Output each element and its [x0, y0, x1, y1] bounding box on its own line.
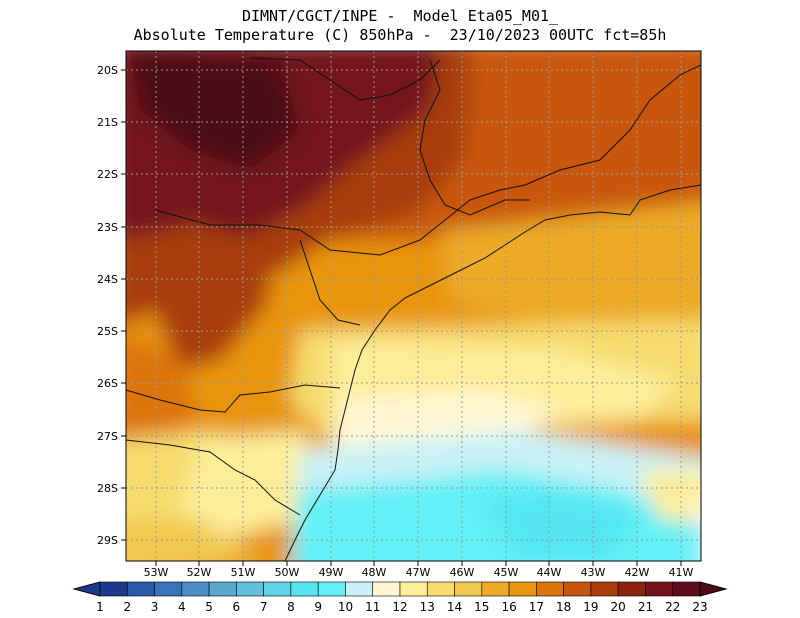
colorbar-segment — [645, 581, 674, 597]
colorbar-label: 17 — [529, 600, 544, 614]
coastline-borders — [126, 57, 701, 561]
colorbar-segment — [236, 581, 264, 597]
lon-label: 42W — [625, 566, 650, 579]
lat-label: 26S — [97, 377, 118, 390]
graticule — [126, 51, 701, 561]
temperature-field — [126, 51, 701, 561]
lat-label: 24S — [97, 273, 118, 286]
lon-label: 53W — [144, 566, 169, 579]
colorbar-label: 3 — [151, 600, 159, 614]
lon-label: 49W — [319, 566, 344, 579]
lat-label: 25S — [97, 325, 118, 338]
colorbar-label: 16 — [501, 600, 516, 614]
colorbar-label: 15 — [474, 600, 489, 614]
colorbar-arrow-high — [699, 581, 728, 597]
colorbar-label: 9 — [314, 600, 322, 614]
colorbar-segment — [590, 581, 619, 597]
map-title-line1: DIMNT/CGCT/INPE - Model Eta05_M01_ — [241, 7, 559, 25]
colorbar-label: 18 — [556, 600, 571, 614]
lat-label: 22S — [97, 168, 118, 181]
lat-label: 29S — [97, 534, 118, 547]
colorbar-label: 6 — [233, 600, 241, 614]
colorbar-label: 19 — [583, 600, 598, 614]
colorbar-label: 8 — [287, 600, 295, 614]
lat-label: 28S — [97, 482, 118, 495]
colorbar-segment — [372, 581, 401, 597]
colorbar-label: 7 — [260, 600, 268, 614]
colorbar-segment — [563, 581, 592, 597]
lon-label: 51W — [231, 566, 256, 579]
colorbar-segment — [317, 581, 346, 597]
lat-label: 21S — [97, 116, 118, 129]
colorbar-segment — [454, 581, 483, 597]
colorbar-label: 2 — [123, 600, 131, 614]
colorbar-segment — [426, 581, 455, 597]
colorbar-segment — [536, 581, 564, 597]
lon-label: 48W — [362, 566, 387, 579]
lon-label: 47W — [406, 566, 431, 579]
colorbar-segment — [263, 581, 292, 597]
map-title-line2: Absolute Temperature (C) 850hPa - 23/10/… — [133, 26, 667, 44]
colorbar-label: 12 — [392, 600, 407, 614]
lat-label: 27S — [97, 430, 118, 443]
colorbar-segment — [126, 581, 155, 597]
colorbar-segment — [617, 581, 646, 597]
colorbar-segment — [290, 581, 319, 597]
colorbar-segment — [672, 581, 701, 597]
colorbar-label: 10 — [338, 600, 353, 614]
lon-label: 43W — [581, 566, 606, 579]
colorbar-label: 22 — [665, 600, 680, 614]
lon-label: 45W — [494, 566, 519, 579]
colorbar-segment — [481, 581, 510, 597]
lat-label: 20S — [97, 64, 118, 77]
colorbar-segment — [345, 581, 374, 597]
colorbar-label: 11 — [365, 600, 380, 614]
lon-label: 52W — [187, 566, 212, 579]
lon-label: 50W — [275, 566, 300, 579]
colorbar-label: 23 — [692, 600, 707, 614]
colorbar-label: 5 — [205, 600, 213, 614]
colorbar-segment — [399, 581, 428, 597]
colorbar-segment — [181, 581, 210, 597]
colorbar-label: 4 — [178, 600, 186, 614]
lon-label: 41W — [669, 566, 694, 579]
colorbar-arrow-low — [72, 581, 101, 597]
colorbar: 1 2 3 4 5 6 7 8 9 10 11 12 13 14 15 16 17 18 19 20 21 22 23 — [72, 581, 728, 614]
lat-label: 23S — [97, 221, 118, 234]
colorbar-label: 14 — [447, 600, 462, 614]
colorbar-label: 21 — [638, 600, 653, 614]
colorbar-segment — [99, 581, 128, 597]
lon-label: 44W — [537, 566, 562, 579]
colorbar-label: 1 — [96, 600, 104, 614]
colorbar-segment — [208, 581, 237, 597]
colorbar-label: 13 — [420, 600, 435, 614]
colorbar-segment — [154, 581, 183, 597]
colorbar-segment — [508, 581, 537, 597]
colorbar-label: 20 — [611, 600, 626, 614]
lon-label: 46W — [450, 566, 475, 579]
